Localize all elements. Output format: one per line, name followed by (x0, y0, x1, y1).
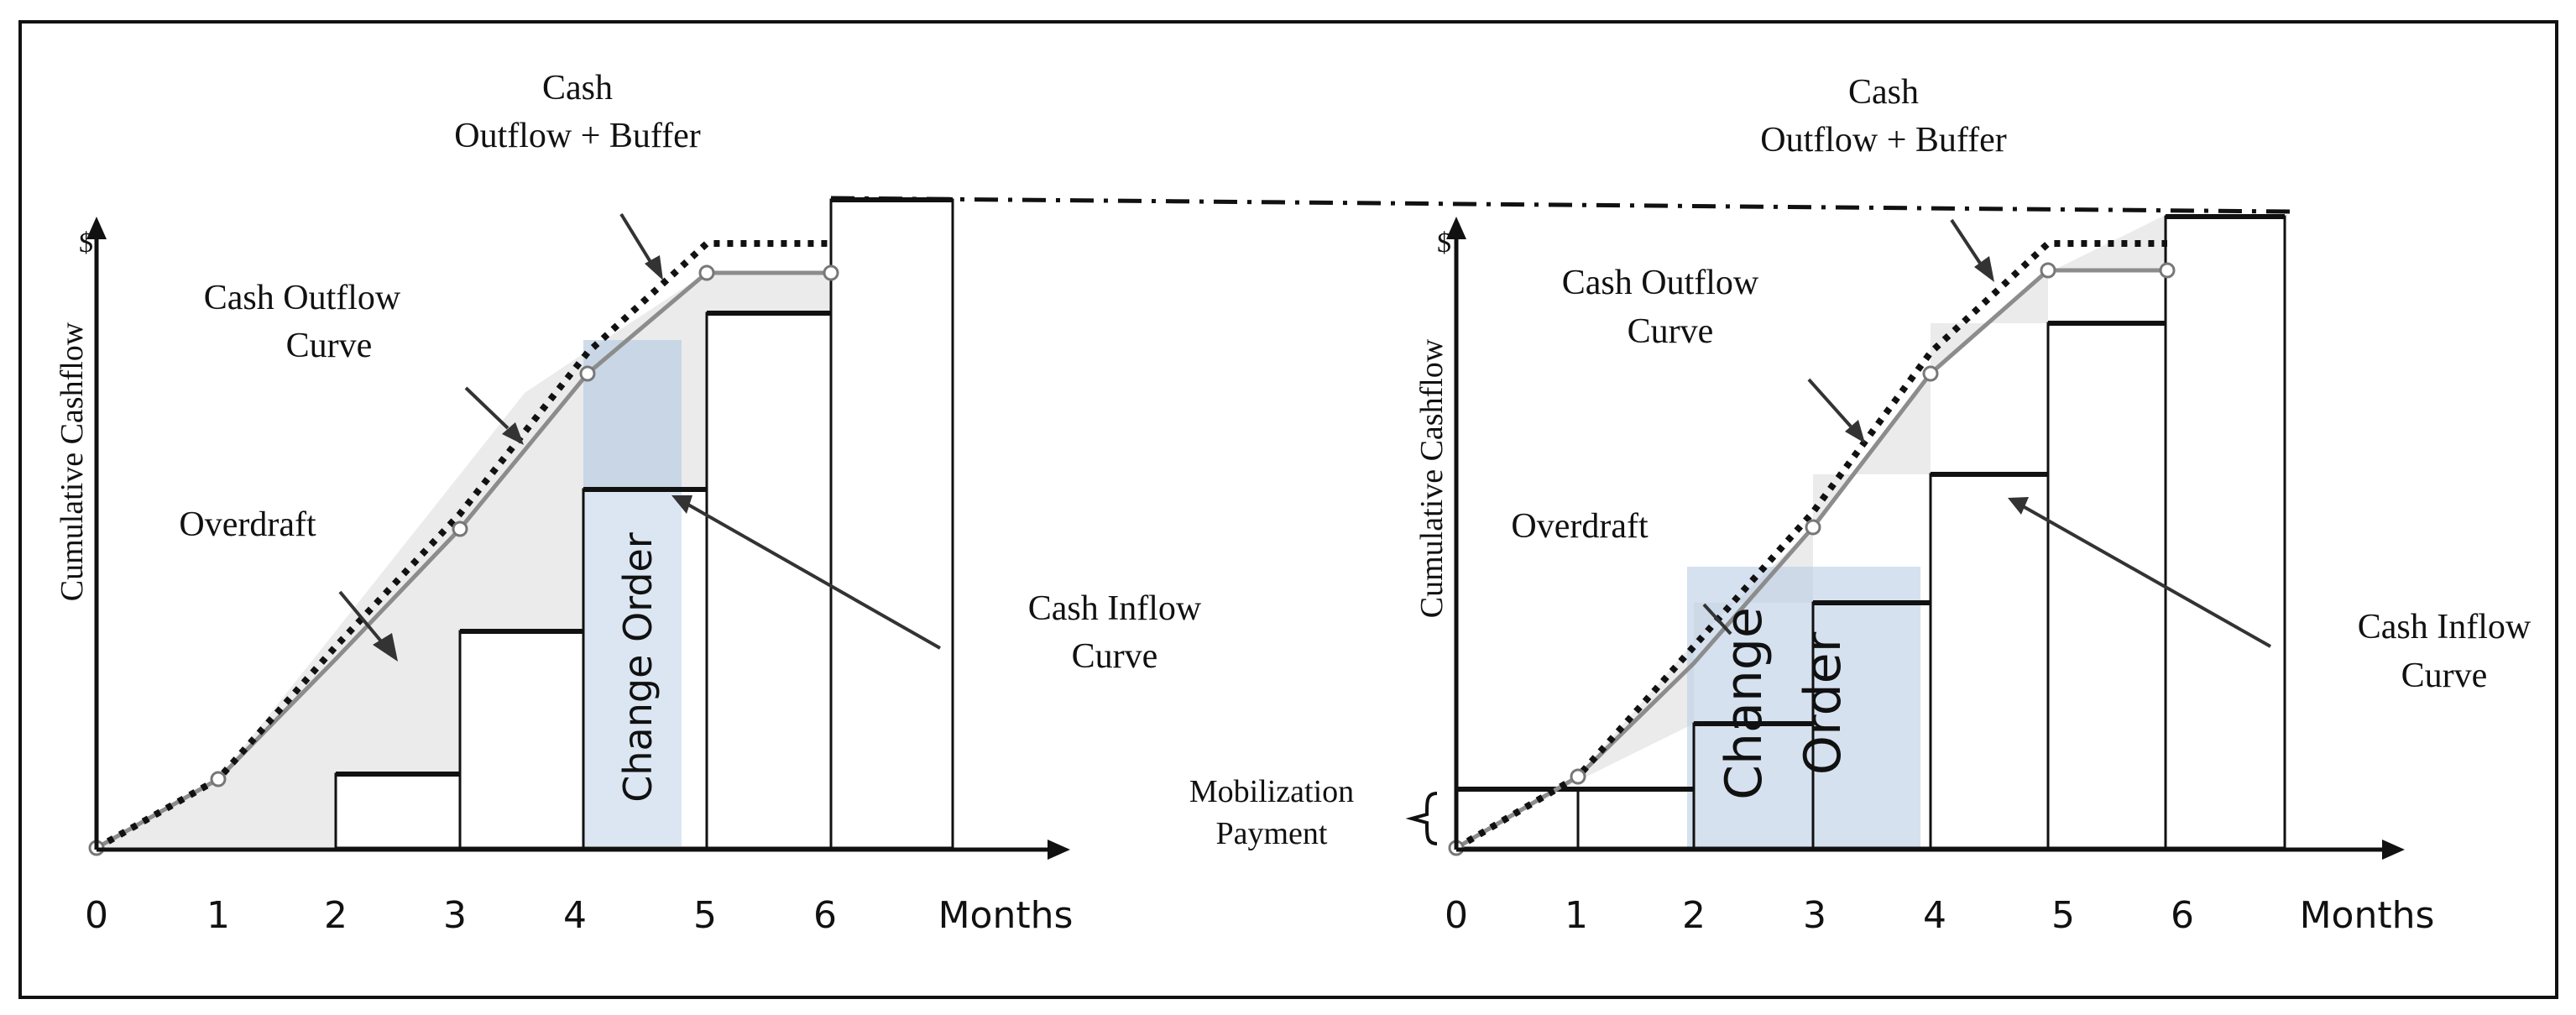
left-inflow-label-line2: Curve (1072, 637, 1158, 676)
left-x-axis-label: Months (938, 894, 1074, 937)
left-inflow-bar-month-3 (458, 630, 585, 850)
right-inflow-bar-month-6 (2164, 215, 2286, 850)
right-annotation-arrows (1702, 218, 2271, 648)
right-outflow-markers (1448, 262, 2176, 856)
left-change-order-box (583, 489, 682, 846)
left-inflow-bar-month-6 (829, 198, 954, 850)
right-inflow-curve-steps (1456, 214, 2285, 792)
figure-frame (18, 20, 2558, 999)
right-x-tick-5: 5 (2051, 894, 2075, 937)
left-x-tick-2: 2 (324, 894, 347, 937)
right-buffer-label-line2: Outflow + Buffer (1760, 121, 2007, 160)
right-inflow-bar-month-5 (2046, 322, 2167, 850)
left-buffer-label-line1: Cash (542, 69, 613, 107)
left-overdraft-area (97, 273, 831, 848)
right-y-axis-symbol: $ (1437, 228, 1451, 259)
left-x-tick-5: 5 (693, 894, 717, 937)
right-panel: $ Cumulative Cashflow 0 1 2 3 4 5 6 Mont… (1189, 73, 2532, 937)
right-change-order-label-line1: Change (1715, 607, 1774, 800)
buffer-comparison-line (830, 196, 2291, 214)
right-inflow-label-line2: Curve (2401, 657, 2488, 695)
right-outflow-label-line2: Curve (1628, 312, 1714, 351)
left-inflow-curve-steps (336, 197, 953, 777)
left-change-order-label: Change Order (615, 532, 661, 803)
left-inflow-bar-month-5 (705, 311, 833, 850)
left-outflow-label-line1: Cash Outflow (204, 279, 401, 317)
right-x-tick-2: 2 (1682, 894, 1706, 937)
right-x-tick-1: 1 (1565, 894, 1588, 937)
left-y-axis-label: Cumulative Cashflow (55, 322, 90, 601)
right-mobilization-bracket (1405, 792, 1438, 845)
right-mobilization-label-line2: Payment (1216, 816, 1328, 851)
right-buffer-label-line1: Cash (1848, 73, 1919, 112)
left-panel: $ Cumulative Cashflow 0 1 2 3 4 5 6 Mont… (55, 69, 1202, 937)
right-y-axis-label: Cumulative Cashflow (1414, 338, 1450, 618)
left-x-tick-0: 0 (85, 894, 108, 937)
right-x-tick-3: 3 (1803, 894, 1826, 937)
right-axes (1446, 217, 2405, 860)
left-x-tick-1: 1 (206, 894, 230, 937)
right-outflow-label-line1: Cash Outflow (1562, 264, 1759, 302)
left-x-tick-4: 4 (563, 894, 587, 937)
left-x-tick-3: 3 (443, 894, 467, 937)
left-buffer-label-line2: Outflow + Buffer (454, 117, 701, 155)
left-axes (86, 217, 1070, 860)
left-outflow-label-line2: Curve (286, 327, 373, 365)
left-overdraft-label: Overdraft (179, 505, 316, 544)
right-inflow-label-line1: Cash Inflow (2358, 608, 2532, 646)
left-inflow-label-line1: Cash Inflow (1028, 589, 1202, 628)
right-mobilization-label-line1: Mobilization (1189, 774, 1354, 809)
right-inflow-bar-month-4 (1929, 473, 2050, 850)
left-inflow-bar-month-2 (334, 772, 462, 850)
left-y-axis-symbol: $ (79, 228, 93, 259)
right-x-ticks: 0 1 2 3 4 5 6 (1445, 894, 2194, 937)
left-annotation-arrows (338, 212, 941, 662)
right-change-order-label-line2: Order (1794, 631, 1852, 775)
right-overdraft-label: Overdraft (1511, 507, 1649, 546)
left-x-tick-6: 6 (813, 894, 837, 937)
right-x-tick-4: 4 (1923, 894, 1946, 937)
left-x-ticks: 0 1 2 3 4 5 6 (85, 894, 837, 937)
right-x-tick-0: 0 (1445, 894, 1468, 937)
right-x-axis-label: Months (2300, 894, 2435, 937)
right-change-order-band (1687, 567, 1920, 848)
right-x-tick-6: 6 (2171, 894, 2194, 937)
right-inflow-bar-month-1 (1576, 787, 1696, 850)
